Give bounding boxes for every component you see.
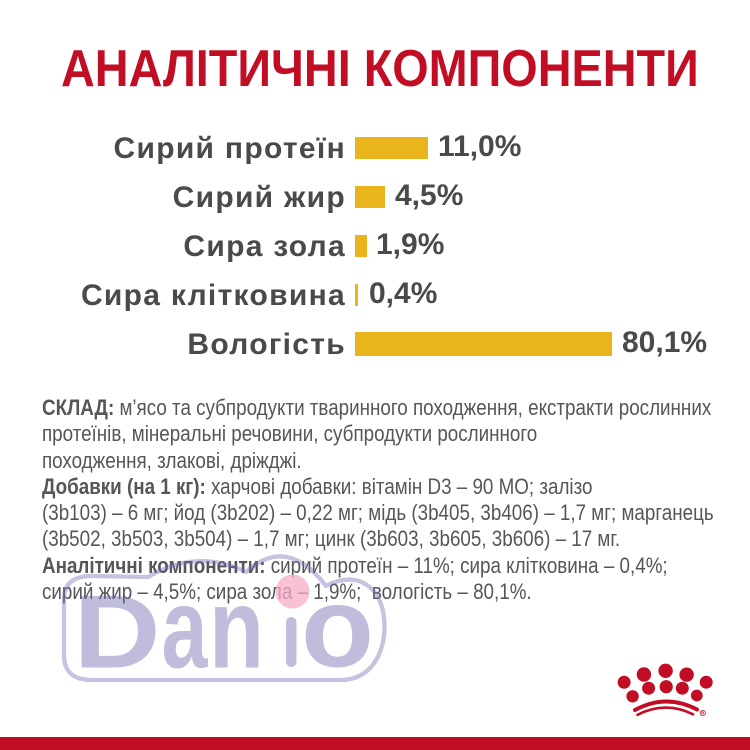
svg-text:n: n — [209, 566, 264, 693]
svg-text:R: R — [701, 711, 705, 716]
svg-text:D: D — [74, 574, 161, 690]
svg-text:o: o — [301, 565, 374, 692]
svg-text:a: a — [162, 566, 209, 693]
